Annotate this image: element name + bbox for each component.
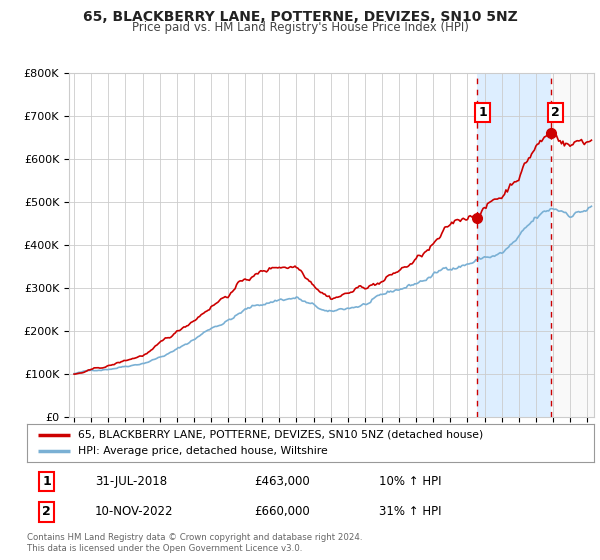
Text: HPI: Average price, detached house, Wiltshire: HPI: Average price, detached house, Wilt…	[78, 446, 328, 456]
Text: 65, BLACKBERRY LANE, POTTERNE, DEVIZES, SN10 5NZ (detached house): 65, BLACKBERRY LANE, POTTERNE, DEVIZES, …	[78, 430, 483, 440]
Text: 10% ↑ HPI: 10% ↑ HPI	[379, 475, 441, 488]
Text: 31% ↑ HPI: 31% ↑ HPI	[379, 506, 441, 519]
Text: 1: 1	[43, 475, 51, 488]
Text: 65, BLACKBERRY LANE, POTTERNE, DEVIZES, SN10 5NZ: 65, BLACKBERRY LANE, POTTERNE, DEVIZES, …	[83, 10, 517, 24]
Text: Contains HM Land Registry data © Crown copyright and database right 2024.
This d: Contains HM Land Registry data © Crown c…	[27, 533, 362, 553]
Text: 2: 2	[43, 506, 51, 519]
Bar	[551, 73, 594, 417]
Text: 2: 2	[551, 106, 560, 119]
Bar	[478, 73, 551, 417]
Text: £660,000: £660,000	[254, 506, 310, 519]
Text: Price paid vs. HM Land Registry's House Price Index (HPI): Price paid vs. HM Land Registry's House …	[131, 21, 469, 34]
Text: £463,000: £463,000	[254, 475, 310, 488]
Text: 1: 1	[478, 106, 487, 119]
Text: 10-NOV-2022: 10-NOV-2022	[95, 506, 173, 519]
Text: 31-JUL-2018: 31-JUL-2018	[95, 475, 167, 488]
